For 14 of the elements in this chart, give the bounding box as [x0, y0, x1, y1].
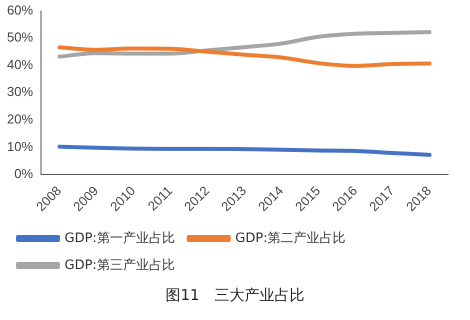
y-tick-label: 20%	[6, 112, 34, 127]
line-series	[58, 45, 432, 68]
legend-label: GDP:第二产业占比	[235, 230, 346, 246]
line-series	[58, 30, 432, 59]
y-tick-label: 60%	[6, 2, 34, 18]
text: 图11 三大产业占比	[164, 286, 306, 305]
line-series	[58, 144, 432, 157]
y-tick-label: 0%	[14, 166, 34, 182]
y-tick-label: 40%	[6, 56, 34, 72]
y-tick-label: 50%	[6, 30, 34, 45]
y-tick-label: 10%	[6, 138, 34, 154]
y-tick-label: 30%	[6, 84, 34, 100]
legend-label: GDP:第三产业占比	[64, 258, 175, 273]
legend-label: GDP:第一产业占比	[64, 230, 175, 246]
